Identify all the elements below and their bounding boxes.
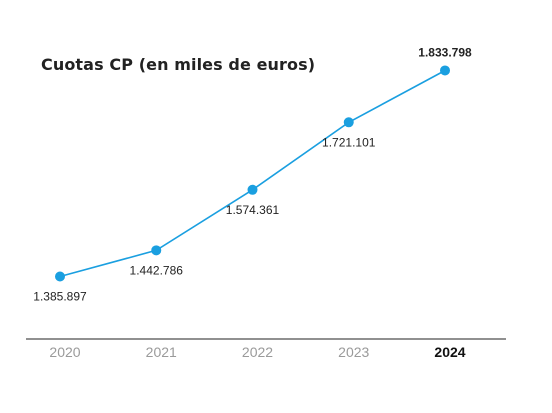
x-tick-2024: 2024 bbox=[434, 344, 465, 360]
series-line bbox=[59, 69, 446, 278]
data-point-2021 bbox=[151, 245, 162, 256]
data-labels: 1.385.897 1.442.786 1.574.361 1.721.101 1.83… bbox=[33, 45, 472, 303]
x-axis-ticks: 2020 2021 2022 2023 2024 bbox=[49, 344, 465, 360]
data-label-2021: 1.442.786 bbox=[130, 263, 184, 277]
x-tick-2020: 2020 bbox=[49, 344, 80, 360]
x-tick-2023: 2023 bbox=[338, 344, 369, 360]
data-label-2020: 1.385.897 bbox=[33, 289, 87, 303]
x-tick-2022: 2022 bbox=[242, 344, 273, 360]
series-layer bbox=[55, 65, 450, 282]
x-tick-2021: 2021 bbox=[146, 344, 177, 360]
data-label-2022: 1.574.361 bbox=[226, 203, 280, 217]
data-point-2023 bbox=[343, 117, 354, 128]
data-point-2022 bbox=[247, 184, 258, 195]
data-point-2024 bbox=[440, 65, 450, 76]
chart-title: Cuotas CP (en miles de euros) bbox=[41, 55, 316, 74]
data-label-2024: 1.833.798 bbox=[418, 45, 472, 59]
data-point-2020 bbox=[55, 271, 65, 282]
data-label-2023: 1.721.101 bbox=[322, 135, 376, 149]
